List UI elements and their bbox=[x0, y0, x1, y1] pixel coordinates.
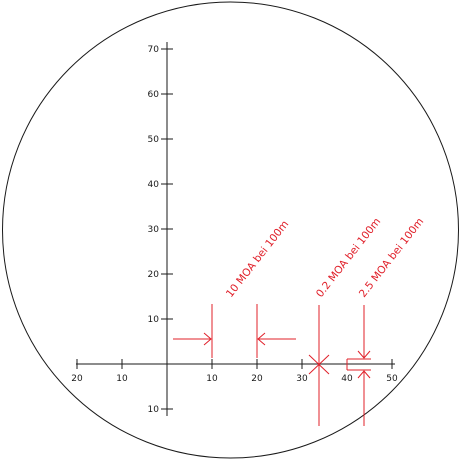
x-tick-label-3: 20 bbox=[251, 374, 263, 384]
moa-0-2-marker bbox=[308, 305, 330, 426]
moa-2-5-marker bbox=[346, 305, 371, 426]
x-tick-label-6: 50 bbox=[386, 374, 398, 384]
y-tick-label-2: 50 bbox=[148, 135, 160, 145]
x-tick-label-1: 10 bbox=[116, 374, 128, 384]
y-tick-label-3: 40 bbox=[148, 180, 160, 190]
x-axis-ticks: 20 10 10 20 30 40 50 bbox=[71, 359, 398, 384]
y-tick-label-5: 20 bbox=[148, 270, 160, 280]
y-tick-label-7: 10 bbox=[148, 405, 160, 415]
y-tick-label-4: 30 bbox=[148, 225, 160, 235]
x-tick-label-4: 30 bbox=[296, 374, 308, 384]
x-tick-label-2: 10 bbox=[206, 374, 218, 384]
y-axis-ticks: 70 60 50 40 30 20 10 10 bbox=[148, 45, 173, 415]
y-tick-label-6: 10 bbox=[148, 315, 160, 325]
moa-10-marker bbox=[173, 304, 296, 358]
moa-10-label: 10 MOA bei 100m bbox=[224, 218, 291, 299]
x-tick-label-5: 40 bbox=[341, 374, 353, 384]
x-tick-label-0: 20 bbox=[71, 374, 83, 384]
y-tick-label-0: 70 bbox=[148, 45, 160, 55]
y-tick-label-1: 60 bbox=[148, 90, 160, 100]
